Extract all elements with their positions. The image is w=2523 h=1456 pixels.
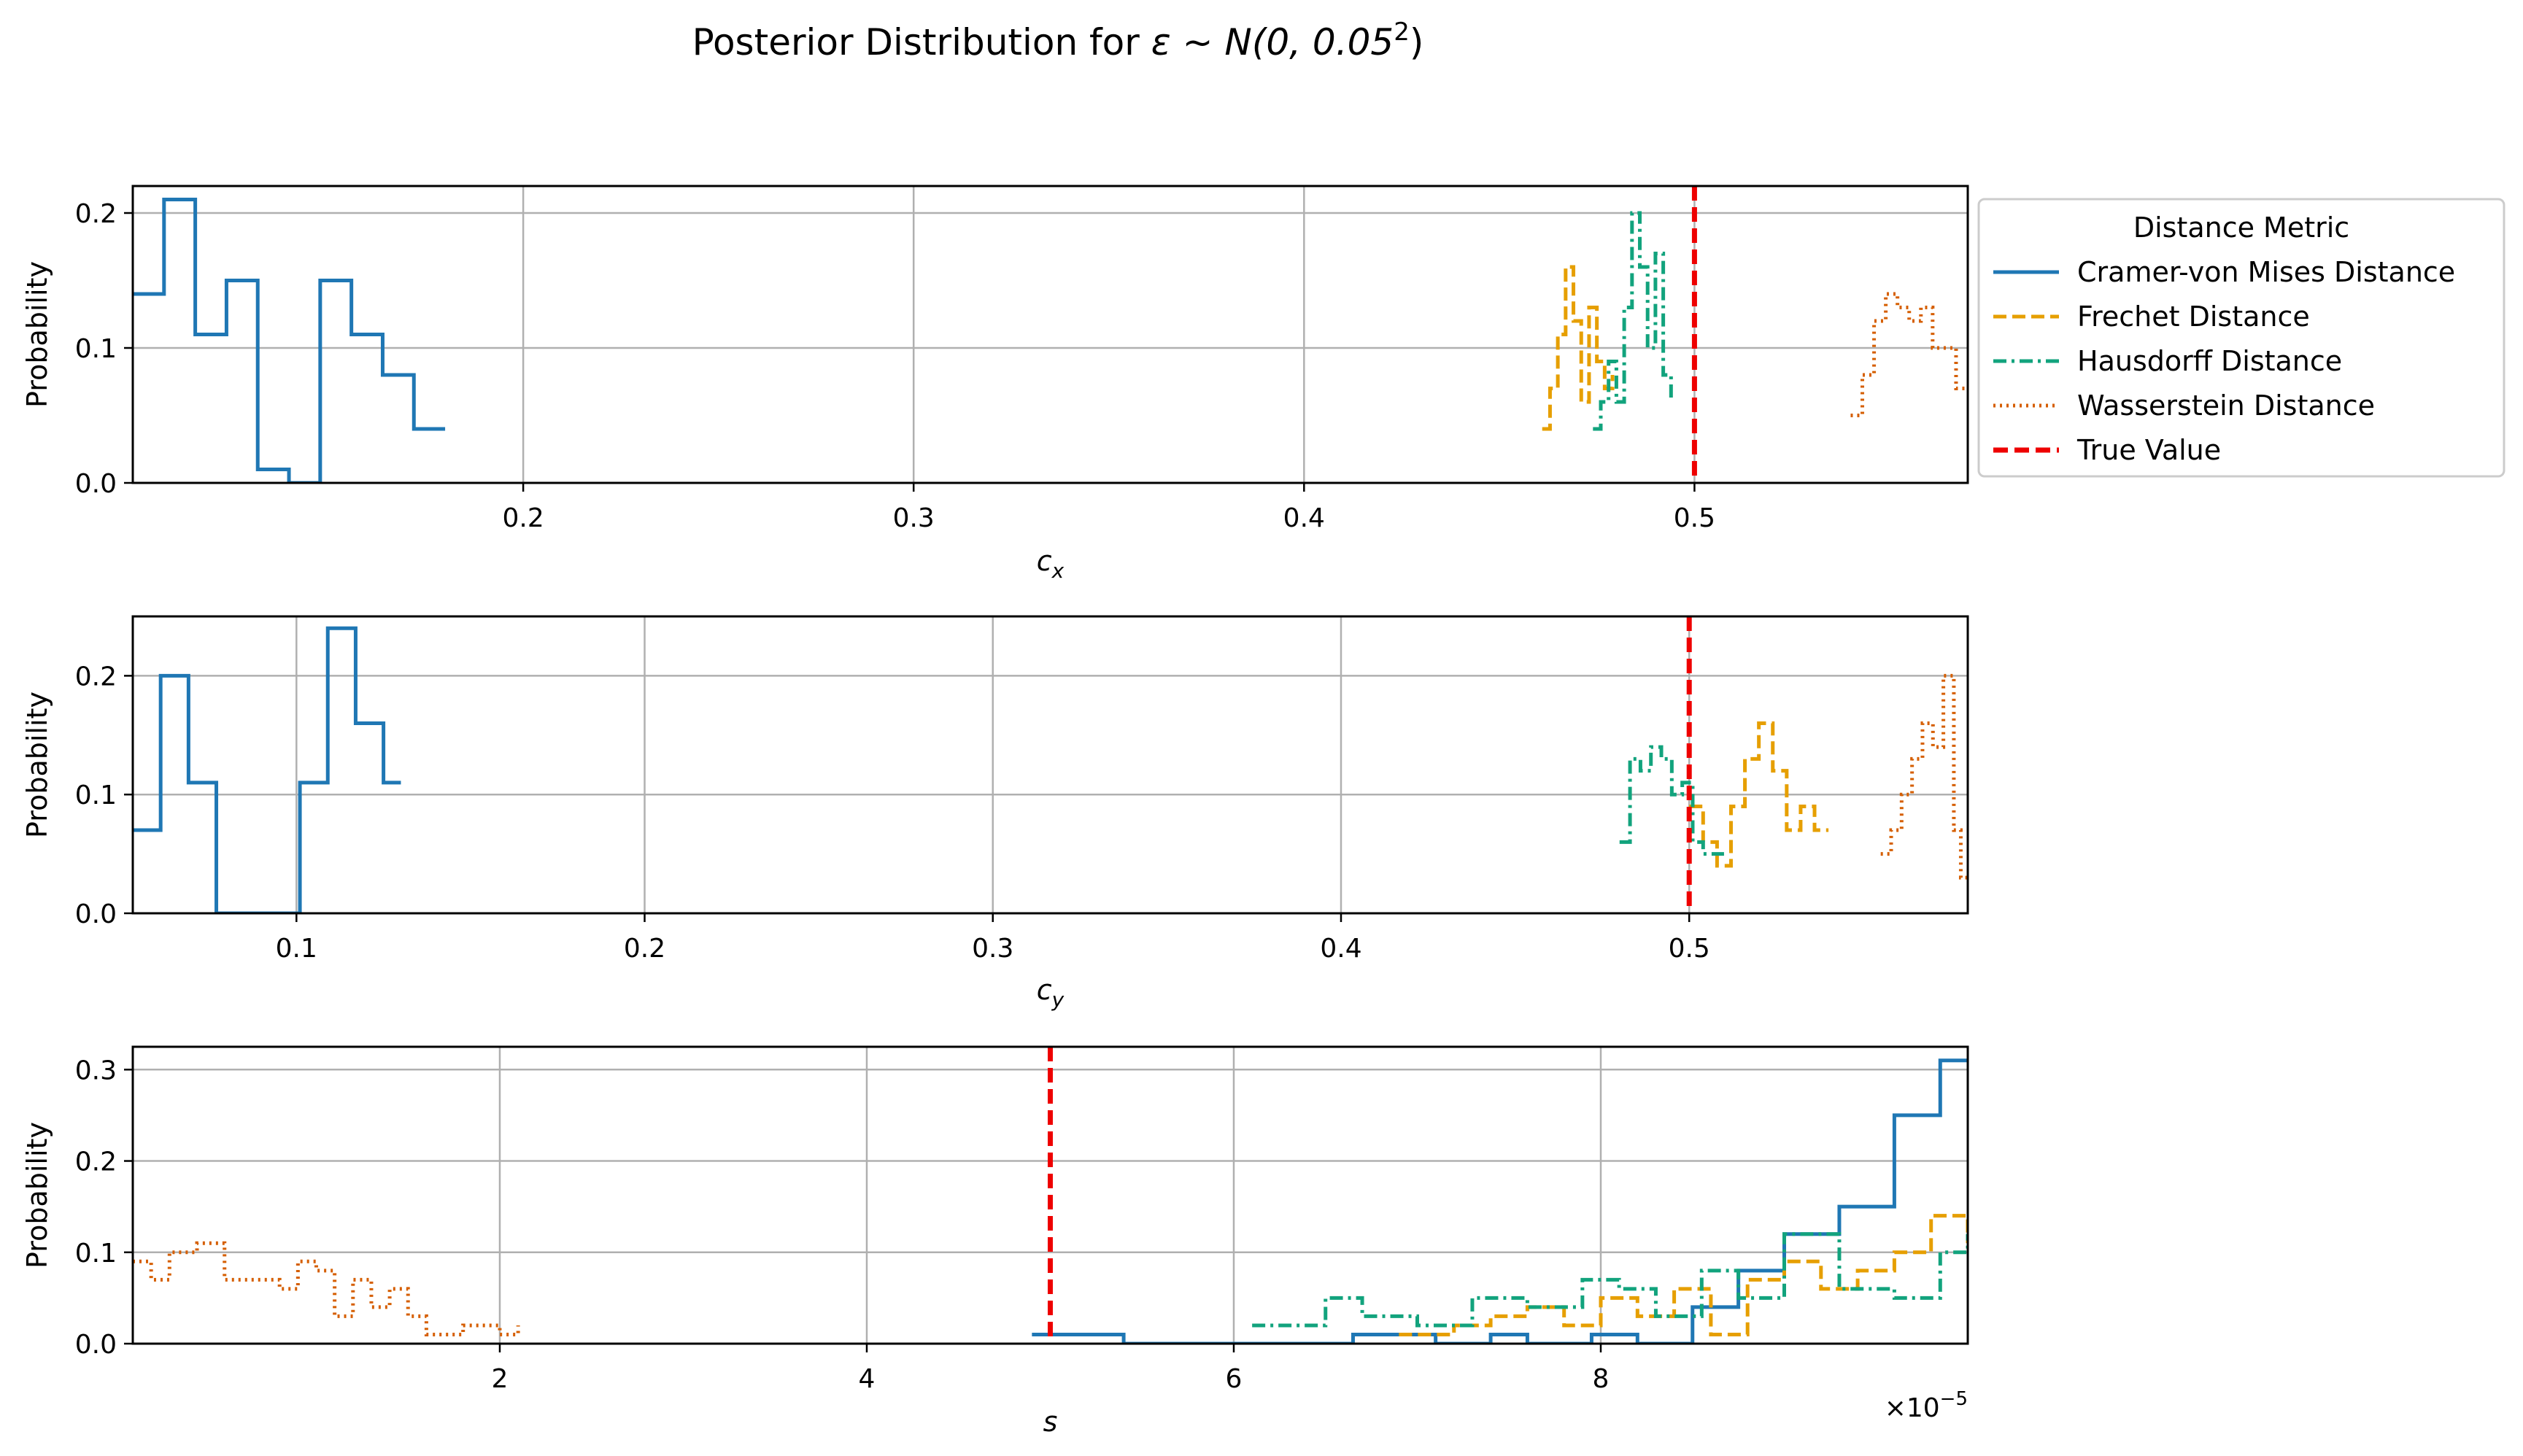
y-tick-label: 0.1 — [75, 781, 117, 810]
axes-frame — [131, 615, 1969, 915]
series-cvm-line — [133, 626, 401, 913]
legend-label: Hausdorff Distance — [2077, 345, 2342, 377]
subplot-cy: 0.1 0.2 0.3 0.4 0.5 0.0 0.1 0.2 cy Probability — [21, 615, 1969, 1012]
legend-label: Cramer-von Mises Distance — [2077, 256, 2455, 288]
x-axis-scale-note: ×10−5 — [1885, 1388, 1968, 1423]
x-tick-label: 6 — [1226, 1364, 1243, 1394]
y-axis-label: Probability — [21, 261, 53, 408]
legend-label: Frechet Distance — [2077, 301, 2310, 333]
series-hausdorff-line — [1593, 211, 1673, 431]
x-tick-label: 0.2 — [502, 503, 544, 533]
y-tick-label: 0.0 — [75, 1330, 117, 1360]
y-tick-label: 0.0 — [75, 899, 117, 929]
x-tick-label: 4 — [859, 1364, 876, 1394]
subplot-cx: 0.2 0.3 0.4 0.5 0.0 0.1 0.2 cx Probability — [21, 185, 1969, 583]
y-tick-label: 0.1 — [75, 334, 117, 364]
series-hausdorff-line — [1619, 745, 1724, 856]
y-tick-label: 0.1 — [75, 1239, 117, 1269]
series-wasserstein-line — [1880, 673, 1968, 880]
y-tick-label: 0.2 — [75, 1147, 117, 1177]
x-axis-label: s — [1043, 1406, 1058, 1438]
legend-item-hausdorff: Hausdorff Distance — [1993, 345, 2342, 377]
x-tick-label: 0.5 — [1674, 503, 1715, 533]
series-hausdorff-line — [1252, 1232, 1968, 1328]
series-frechet-line — [1689, 721, 1829, 868]
series-cvm-line — [133, 198, 446, 483]
legend-item-frechet: Frechet Distance — [1993, 301, 2310, 333]
y-tick-label: 0.0 — [75, 469, 117, 499]
y-tick-label: 0.2 — [75, 199, 117, 229]
y-tick-label: 0.3 — [75, 1056, 117, 1085]
subplot-s: 2 4 6 8 0.0 0.1 0.2 0.3 s Probability ×10−5 — [21, 1045, 1969, 1438]
legend-title: Distance Metric — [2133, 212, 2349, 244]
series-cvm-line — [1032, 1058, 1968, 1344]
legend: Distance Metric Cramer-von Mises Distanc… — [1977, 198, 2505, 478]
series-frechet-line — [1399, 1214, 1968, 1336]
legend-item-wasserstein: Wasserstein Distance — [1993, 390, 2375, 422]
axes-frame — [131, 1045, 1969, 1345]
legend-item-cvm: Cramer-von Mises Distance — [1993, 256, 2455, 288]
series-frechet-line — [1542, 265, 1615, 431]
x-tick-label: 0.4 — [1320, 934, 1361, 964]
x-tick-label: 8 — [1593, 1364, 1610, 1394]
y-tick-label: 0.2 — [75, 662, 117, 692]
figure-title: Posterior Distribution for ε ~ N(0, 0.05… — [692, 18, 1424, 63]
x-tick-label: 0.2 — [624, 934, 665, 964]
x-tick-label: 2 — [492, 1364, 509, 1394]
y-axis-label: Probability — [21, 1122, 53, 1269]
x-tick-label: 0.3 — [893, 503, 935, 533]
legend-frame — [1977, 198, 2505, 478]
series-wasserstein-line — [133, 1241, 520, 1336]
x-axis-label: cy — [1037, 974, 1065, 1012]
legend-item-true: True Value — [1993, 434, 2221, 466]
x-tick-label: 0.4 — [1283, 503, 1325, 533]
x-tick-label: 0.5 — [1669, 934, 1710, 964]
y-axis-label: Probability — [21, 692, 53, 838]
x-axis-label: cx — [1037, 545, 1065, 583]
legend-label: True Value — [2076, 434, 2221, 466]
series-wasserstein-line — [1850, 292, 1968, 417]
x-tick-label: 0.3 — [972, 934, 1013, 964]
axes-frame — [131, 185, 1969, 484]
legend-label: Wasserstein Distance — [2077, 390, 2375, 422]
x-tick-label: 0.1 — [276, 934, 317, 964]
